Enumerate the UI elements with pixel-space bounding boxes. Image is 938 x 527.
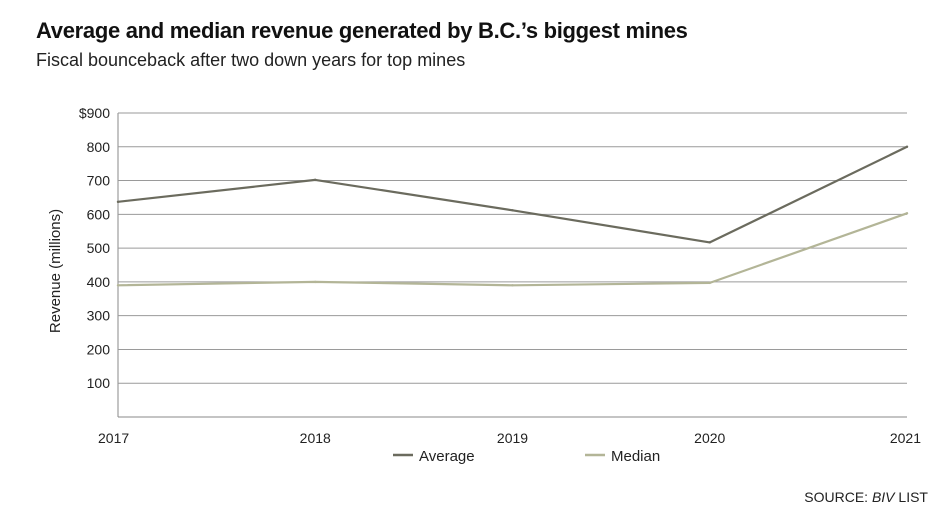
x-tick-label-2017: 2017 [98, 430, 129, 446]
y-tick-label-300: 300 [87, 308, 111, 324]
x-tick-label-2018: 2018 [300, 430, 331, 446]
x-tick-label-2019: 2019 [497, 430, 528, 446]
y-tick-label-900: $900 [79, 105, 110, 121]
data-point-median-2019 [511, 284, 514, 287]
chart-title: Average and median revenue generated by … [36, 18, 688, 43]
data-point-average-2019 [511, 209, 514, 212]
source-suffix: LIST [898, 489, 928, 505]
y-axis-title: Revenue (millions) [47, 209, 64, 333]
y-tick-label-800: 800 [87, 139, 111, 155]
y-tick-label-200: 200 [87, 341, 111, 357]
source-note: SOURCE: BIV LIST [804, 489, 928, 505]
chart-subtitle: Fiscal bounceback after two down years f… [36, 50, 466, 70]
source-prefix: SOURCE: [804, 489, 869, 505]
y-tick-label-500: 500 [87, 240, 111, 256]
x-tick-label-2020: 2020 [694, 430, 725, 446]
legend-label-median: Median [611, 448, 660, 465]
y-tick-label-700: 700 [87, 173, 111, 189]
data-point-average-2021 [905, 145, 909, 148]
data-point-median-2017 [116, 284, 120, 287]
series-line-average [116, 145, 909, 244]
data-point-average-2017 [116, 200, 120, 204]
y-tick-label-100: 100 [87, 375, 111, 391]
source-name-italic: BIV [871, 489, 895, 505]
series-line-median [116, 212, 909, 287]
legend-label-average: Average [419, 448, 475, 465]
y-tick-label-400: 400 [87, 274, 111, 290]
data-point-average-2020 [708, 241, 711, 244]
data-point-median-2020 [708, 281, 711, 285]
x-tick-label-2021: 2021 [890, 430, 921, 446]
data-point-average-2018 [314, 178, 317, 182]
data-point-median-2021 [905, 212, 909, 215]
y-tick-label-600: 600 [87, 206, 111, 222]
data-point-median-2018 [314, 280, 317, 284]
